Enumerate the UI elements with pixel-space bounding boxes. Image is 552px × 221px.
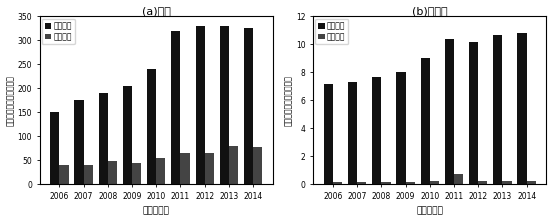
Bar	[147, 69, 156, 184]
Title: (a)全国: (a)全国	[142, 6, 171, 15]
Bar	[75, 100, 83, 184]
Bar	[517, 33, 527, 184]
Bar	[454, 174, 463, 184]
Bar	[156, 158, 166, 184]
Bar	[83, 165, 93, 184]
Bar	[244, 28, 253, 184]
Bar	[99, 93, 108, 184]
Bar	[220, 26, 229, 184]
Bar	[348, 82, 357, 184]
Bar	[205, 153, 214, 184]
Bar	[372, 76, 381, 184]
Bar	[381, 182, 391, 184]
Bar	[357, 182, 367, 184]
Bar	[333, 182, 342, 184]
Y-axis label: 固体废弃物量（千万吨）: 固体废弃物量（千万吨）	[284, 75, 293, 126]
Bar	[478, 181, 487, 184]
X-axis label: 时间（年）: 时间（年）	[416, 206, 443, 215]
Bar	[469, 42, 478, 184]
Title: (b)江苏省: (b)江苏省	[412, 6, 448, 15]
Bar	[493, 34, 502, 184]
Bar	[132, 163, 141, 184]
Bar	[527, 181, 536, 184]
Bar	[430, 181, 439, 184]
Bar	[229, 146, 238, 184]
Bar	[181, 153, 190, 184]
Bar	[406, 182, 415, 184]
Bar	[445, 39, 454, 184]
Bar	[421, 58, 430, 184]
Legend: 生产总量, 处理总量: 生产总量, 处理总量	[315, 19, 348, 44]
Bar	[60, 165, 68, 184]
Y-axis label: 固体废弃物量（千万吨）: 固体废弃物量（千万吨）	[6, 75, 14, 126]
Bar	[323, 84, 333, 184]
Bar	[253, 147, 262, 184]
Bar	[108, 161, 117, 184]
Bar	[123, 86, 132, 184]
Bar	[171, 31, 181, 184]
Legend: 生产总量, 处理总量: 生产总量, 处理总量	[42, 19, 75, 44]
Bar	[50, 112, 60, 184]
X-axis label: 时间（年）: 时间（年）	[143, 206, 169, 215]
Bar	[396, 72, 406, 184]
Bar	[195, 26, 205, 184]
Bar	[502, 181, 512, 184]
